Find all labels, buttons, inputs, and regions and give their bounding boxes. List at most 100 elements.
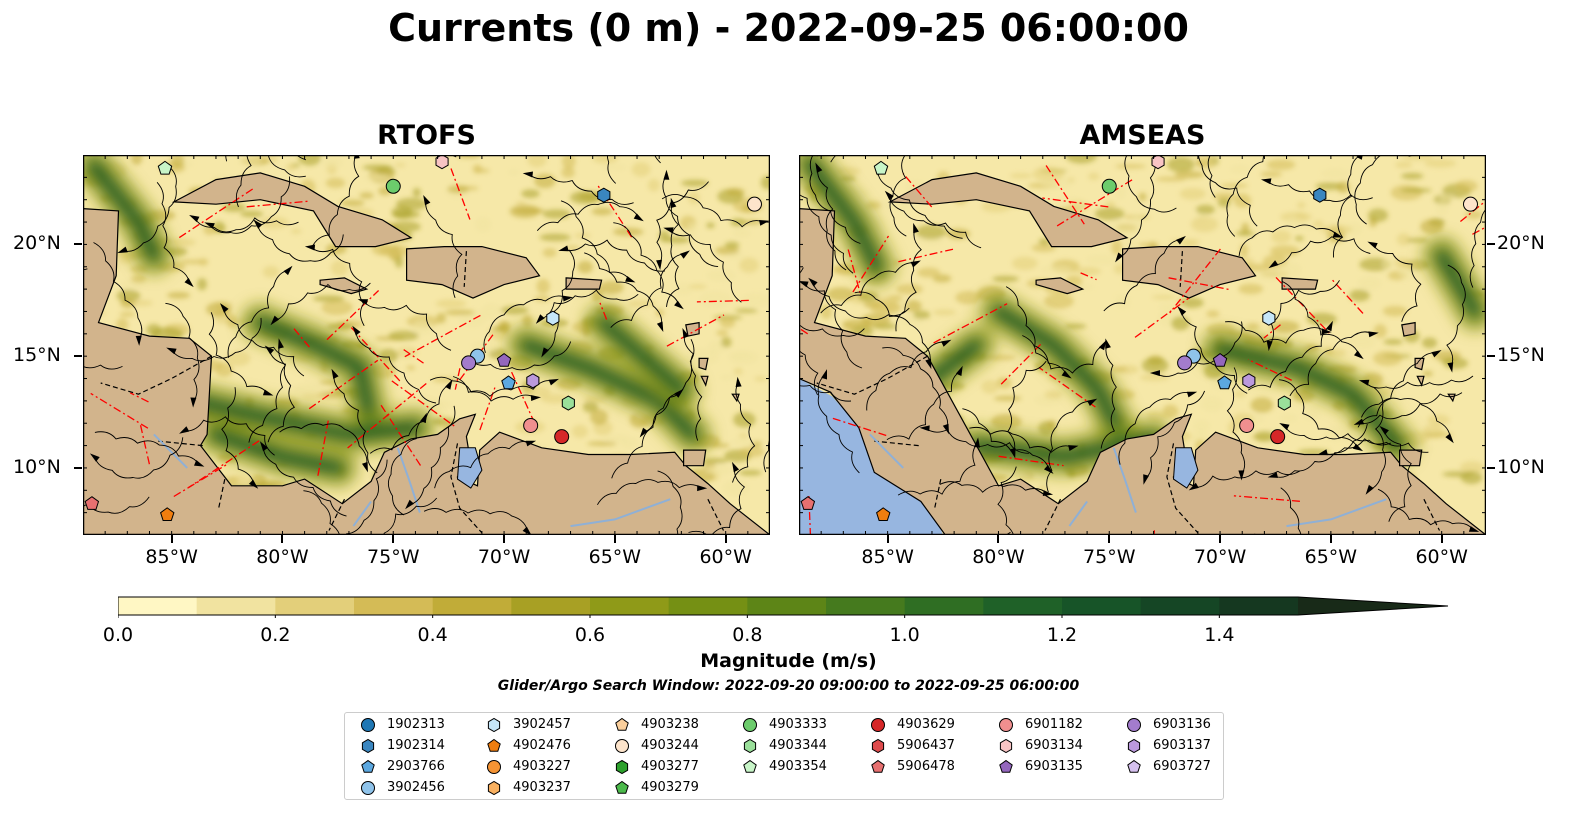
- lat-tick-label: 20°N: [13, 232, 61, 255]
- float-marker: [561, 395, 575, 411]
- panel-title-rtofs: RTOFS: [377, 120, 476, 151]
- lon-tick-label: 65°W: [1304, 546, 1358, 568]
- float-marker: [385, 178, 401, 194]
- float-marker: [1177, 355, 1193, 371]
- map-amseas[interactable]: [799, 155, 1486, 535]
- circle-marker-icon: [361, 781, 375, 795]
- pentagon-marker-icon: [1127, 759, 1141, 773]
- pentagon-marker-icon: [615, 780, 629, 794]
- legend-label: 6903136: [1153, 717, 1211, 732]
- float-marker: [1242, 373, 1256, 389]
- legend-label: 6903134: [1025, 738, 1083, 753]
- legend: 1902313 1902314 2903766 3902456 3902457 49024…: [344, 712, 1224, 800]
- legend-label: 4903244: [641, 738, 699, 753]
- lon-tick-mark: [1219, 535, 1222, 543]
- float-marker: [873, 160, 889, 175]
- colorbar-segment: [354, 597, 434, 615]
- float-marker: [526, 373, 540, 389]
- legend-label: 3902456: [387, 780, 445, 795]
- colorbar-tick-label: 1.0: [889, 624, 920, 646]
- circle-marker-icon: [487, 760, 501, 774]
- legend-label: 4903629: [897, 717, 955, 732]
- legend-label: 6903137: [1153, 738, 1211, 753]
- lon-tick-label: 80°W: [256, 546, 309, 568]
- hexagon-marker-icon: [743, 738, 757, 754]
- colorbar-segment: [1062, 597, 1142, 615]
- search-window: Glider/Argo Search Window: 2022-09-20 09…: [497, 678, 1080, 694]
- float-marker: [1270, 429, 1286, 445]
- lon-tick-label: 70°W: [1193, 546, 1247, 568]
- float-marker: [1262, 310, 1276, 326]
- legend-label: 5906478: [897, 759, 955, 774]
- hexagon-marker-icon: [361, 738, 375, 754]
- float-marker: [800, 496, 816, 510]
- circle-marker-icon: [871, 718, 885, 732]
- legend-label: 4903333: [769, 717, 827, 732]
- float-marker: [461, 355, 477, 371]
- figure-title: Currents (0 m) - 2022-09-25 06:00:00: [388, 6, 1189, 50]
- pentagon-marker-icon: [871, 759, 885, 773]
- float-marker: [1277, 395, 1291, 411]
- float-marker: [546, 310, 560, 326]
- legend-label: 1902313: [387, 717, 445, 732]
- lat-tick-mark: [1487, 243, 1495, 246]
- hexagon-marker-icon: [487, 717, 501, 733]
- float-marker: [597, 187, 611, 203]
- colorbar-label: Magnitude (m/s): [700, 650, 877, 672]
- circle-marker-icon: [615, 739, 629, 753]
- float-marker: [1239, 417, 1255, 433]
- lon-tick-label: 80°W: [972, 546, 1025, 568]
- lon-tick-mark: [997, 535, 1000, 543]
- panel-title-amseas: AMSEAS: [1079, 120, 1206, 151]
- float-marker: [554, 429, 570, 445]
- lat-tick-label: 10°N: [13, 455, 61, 478]
- hexagon-marker-icon: [615, 759, 629, 775]
- legend-label: 6903135: [1025, 759, 1083, 774]
- circle-marker-icon: [361, 718, 375, 732]
- lat-tick-mark: [1487, 466, 1495, 469]
- lat-tick-label: 15°N: [13, 344, 61, 367]
- float-marker: [501, 375, 516, 390]
- lon-tick-label: 65°W: [588, 546, 642, 568]
- legend-label: 6903727: [1153, 759, 1211, 774]
- float-marker: [435, 155, 449, 170]
- colorbar-tick-label: 0.6: [574, 624, 606, 646]
- map-rtofs[interactable]: [83, 155, 770, 535]
- lon-tick-mark: [503, 535, 506, 543]
- lon-tick-label: 60°W: [1415, 546, 1468, 568]
- legend-label: 4903237: [513, 780, 571, 795]
- float-marker: [1212, 352, 1228, 367]
- colorbar-segment: [511, 597, 591, 615]
- lon-tick-mark: [613, 535, 616, 543]
- hexagon-marker-icon: [871, 738, 885, 754]
- float-marker: [1101, 178, 1117, 194]
- colorbar-tick-label: 0.2: [260, 624, 291, 646]
- colorbar-segment: [668, 597, 748, 615]
- lat-tick-mark: [74, 466, 82, 469]
- colorbar-segment: [1219, 597, 1299, 615]
- legend-label: 4903279: [641, 780, 699, 795]
- colorbar-extend-arrow: [1298, 597, 1448, 615]
- colorbar-segment: [747, 597, 827, 615]
- colorbar-segment: [275, 597, 355, 615]
- lon-tick-mark: [392, 535, 395, 543]
- float-marker: [1151, 155, 1165, 170]
- lat-tick-label: 15°N: [1497, 344, 1545, 367]
- legend-label: 4903238: [641, 717, 699, 732]
- colorbar-tick-label: 0.0: [102, 624, 134, 646]
- circle-marker-icon: [743, 718, 757, 732]
- pentagon-marker-icon: [999, 759, 1013, 773]
- circle-marker-icon: [999, 718, 1013, 732]
- lon-tick-label: 75°W: [1083, 546, 1136, 568]
- lat-tick-mark: [1487, 355, 1495, 358]
- legend-label: 4903344: [769, 738, 827, 753]
- lon-tick-mark: [281, 535, 284, 543]
- colorbar-tick-label: 0.8: [732, 624, 763, 646]
- legend-label: 5906437: [897, 738, 955, 753]
- colorbar-tick-label: 1.4: [1204, 624, 1235, 646]
- colorbar-segment: [432, 597, 512, 615]
- float-marker: [746, 196, 762, 212]
- pentagon-marker-icon: [487, 738, 501, 752]
- legend-label: 3902457: [513, 717, 571, 732]
- legend-label: 4903354: [769, 759, 827, 774]
